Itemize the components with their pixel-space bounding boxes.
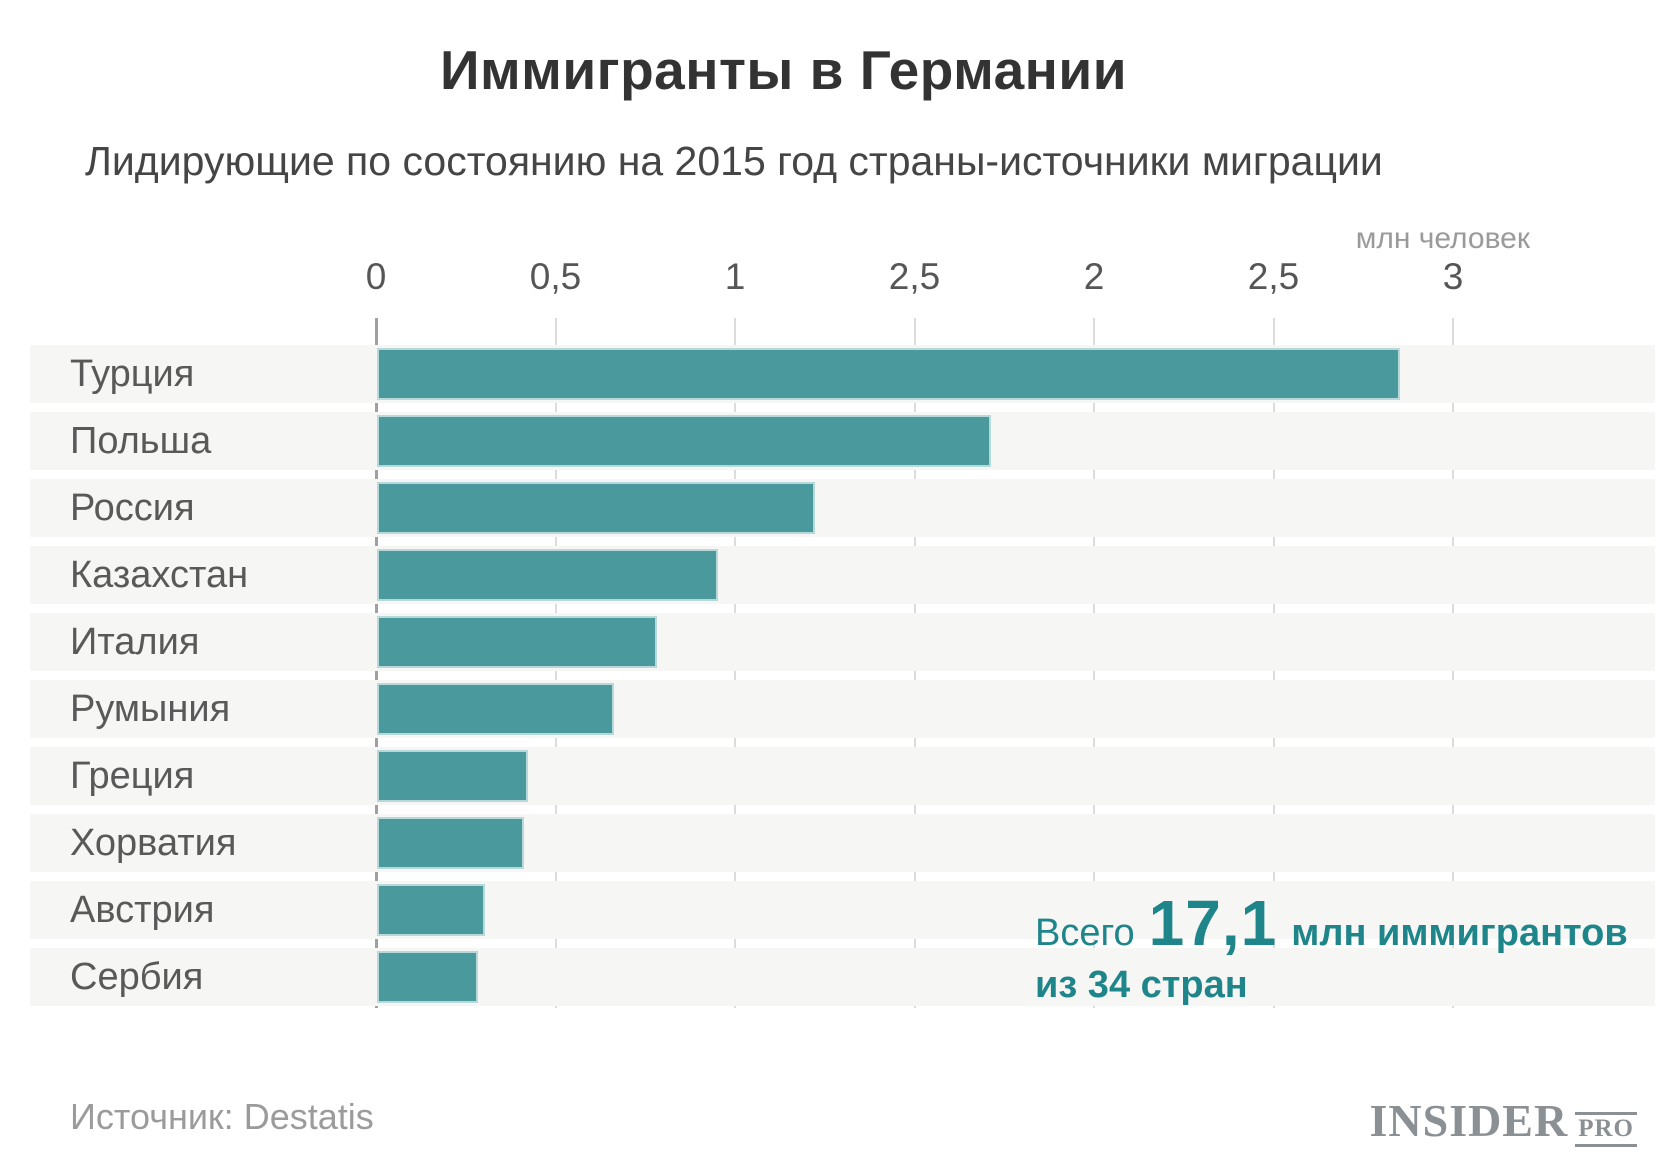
- insider-pro-logo: INSIDER PRO: [1369, 1094, 1637, 1147]
- country-label: Турция: [70, 353, 195, 395]
- row-band: Италия: [30, 613, 1655, 671]
- country-label: Греция: [70, 755, 195, 797]
- axis-unit-label: млн человек: [1355, 222, 1530, 255]
- row-band: Россия: [30, 479, 1655, 537]
- x-axis-tick-label: 3: [1442, 256, 1464, 297]
- row-band: Казахстан: [30, 546, 1655, 604]
- logo-pro-badge: PRO: [1575, 1112, 1637, 1147]
- country-label: Россия: [70, 487, 195, 529]
- source-label: Источник: Destatis: [70, 1096, 374, 1137]
- page-title: Иммигранты в Германии: [439, 39, 1128, 101]
- country-label: Италия: [70, 621, 200, 663]
- bar: [377, 817, 524, 869]
- total-suffix: млн иммигрантов: [1291, 912, 1628, 954]
- row-band: Австрия: [30, 881, 1655, 939]
- row-band: Румыния: [30, 680, 1655, 738]
- x-axis-tick-label: 2,5: [1247, 256, 1300, 297]
- country-label: Сербия: [70, 956, 204, 998]
- x-axis-tick-label: 2: [1083, 256, 1105, 297]
- bar: [377, 884, 485, 936]
- country-label: Хорватия: [70, 822, 237, 864]
- total-annotation-line2: из 34 стран: [1035, 964, 1248, 1006]
- bar: [377, 482, 815, 534]
- x-axis-tick-label: 1: [724, 256, 746, 297]
- page-subtitle: Лидирующие по состоянию на 2015 год стра…: [85, 138, 1383, 184]
- bar: [377, 549, 718, 601]
- logo-insider-text: INSIDER: [1369, 1095, 1569, 1146]
- bar: [377, 683, 614, 735]
- row-band: Хорватия: [30, 814, 1655, 872]
- x-axis-tick-label: 0: [365, 256, 387, 297]
- bar: [377, 616, 657, 668]
- row-band: Турция: [30, 345, 1655, 403]
- total-annotation-line1: Всего 17,1 млн иммигрантов: [1035, 886, 1628, 960]
- total-value: 17,1: [1148, 887, 1278, 959]
- row-band: Польша: [30, 412, 1655, 470]
- bar: [377, 348, 1400, 400]
- total-annotation: Всего 17,1 млн иммигрантов из 34 стран: [1035, 886, 1628, 1007]
- row-band: Греция: [30, 747, 1655, 805]
- country-label: Польша: [70, 420, 212, 462]
- country-label: Румыния: [70, 688, 231, 730]
- bar: [377, 415, 991, 467]
- x-axis-tick-label: 0,5: [529, 256, 582, 297]
- x-axis-tick-label: 2,5: [888, 256, 941, 297]
- row-band: Сербия: [30, 948, 1655, 1006]
- bar: [377, 951, 478, 1003]
- bar: [377, 750, 528, 802]
- total-prefix: Всего: [1035, 912, 1135, 954]
- country-label: Казахстан: [70, 554, 249, 596]
- country-label: Австрия: [70, 889, 215, 931]
